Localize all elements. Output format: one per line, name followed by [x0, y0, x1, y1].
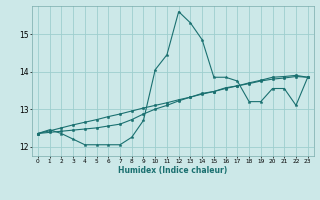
X-axis label: Humidex (Indice chaleur): Humidex (Indice chaleur): [118, 166, 228, 175]
